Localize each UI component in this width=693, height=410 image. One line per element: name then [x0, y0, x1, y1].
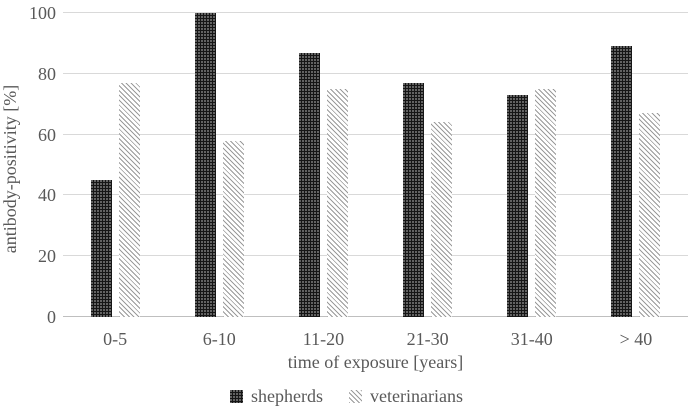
x-tick-label-11-20: 11-20	[302, 329, 345, 349]
x-tick-label-31-40: 31-40	[510, 329, 553, 349]
x-tick-label-> 40: > 40	[619, 329, 653, 349]
legend-swatch-veterinarians	[349, 389, 363, 403]
gridline-20	[63, 255, 688, 257]
y-tick-label-80: 80	[38, 63, 56, 84]
bar-shepherds-11-20	[298, 52, 320, 317]
legend-item-veterinarians: veterinarians	[349, 386, 463, 407]
bar-shepherds-31-40	[507, 95, 529, 317]
bar-group-11-20	[271, 13, 375, 317]
bar-veterinarians-6-10	[222, 140, 244, 317]
plot-area	[63, 12, 688, 317]
x-tick-label-6-10: 6-10	[202, 329, 236, 349]
bar-group-6-10	[167, 13, 271, 317]
y-tick-label-20: 20	[38, 246, 56, 267]
gridline-80	[63, 72, 688, 74]
y-tick-label-60: 60	[38, 124, 56, 145]
bar-group-21-30	[376, 13, 480, 317]
legend-label-shepherds: shepherds	[251, 385, 324, 406]
bar-veterinarians-0-5	[118, 82, 140, 317]
bar-veterinarians-31-40	[535, 89, 557, 317]
x-axis-tick-labels: 0-5 6-10 11-20 21-30 31-40 > 40	[63, 327, 688, 351]
bar-series-container	[63, 13, 688, 317]
bar-shepherds-21-30	[403, 82, 425, 317]
x-tick-label-21-30: 21-30	[406, 329, 449, 349]
bar-veterinarians-> 40	[639, 113, 661, 317]
gridline-40	[63, 194, 688, 196]
bar-veterinarians-21-30	[431, 122, 453, 317]
x-tick-label-0-5: 0-5	[103, 329, 128, 349]
bar-shepherds-> 40	[611, 46, 633, 317]
bar-shepherds-0-5	[90, 180, 112, 317]
gridline-60	[63, 133, 688, 135]
legend-swatch-shepherds	[230, 389, 244, 403]
legend: shepherds veterinarians	[0, 384, 693, 408]
bar-shepherds-6-10	[194, 13, 216, 317]
gridline-0	[63, 316, 688, 317]
bar-veterinarians-11-20	[326, 89, 348, 317]
legend-label-veterinarians: veterinarians	[370, 385, 463, 406]
bar-group-31-40	[480, 13, 584, 317]
y-tick-label-100: 100	[29, 3, 56, 23]
gridline-100	[63, 12, 688, 13]
y-tick-label-40: 40	[38, 185, 56, 206]
bar-group-0-5	[63, 13, 167, 317]
bar-group-> 40	[584, 13, 688, 317]
x-axis-title: time of exposure [years]	[287, 352, 464, 372]
y-tick-label-0: 0	[47, 307, 56, 327]
legend-item-shepherds: shepherds	[230, 386, 323, 407]
